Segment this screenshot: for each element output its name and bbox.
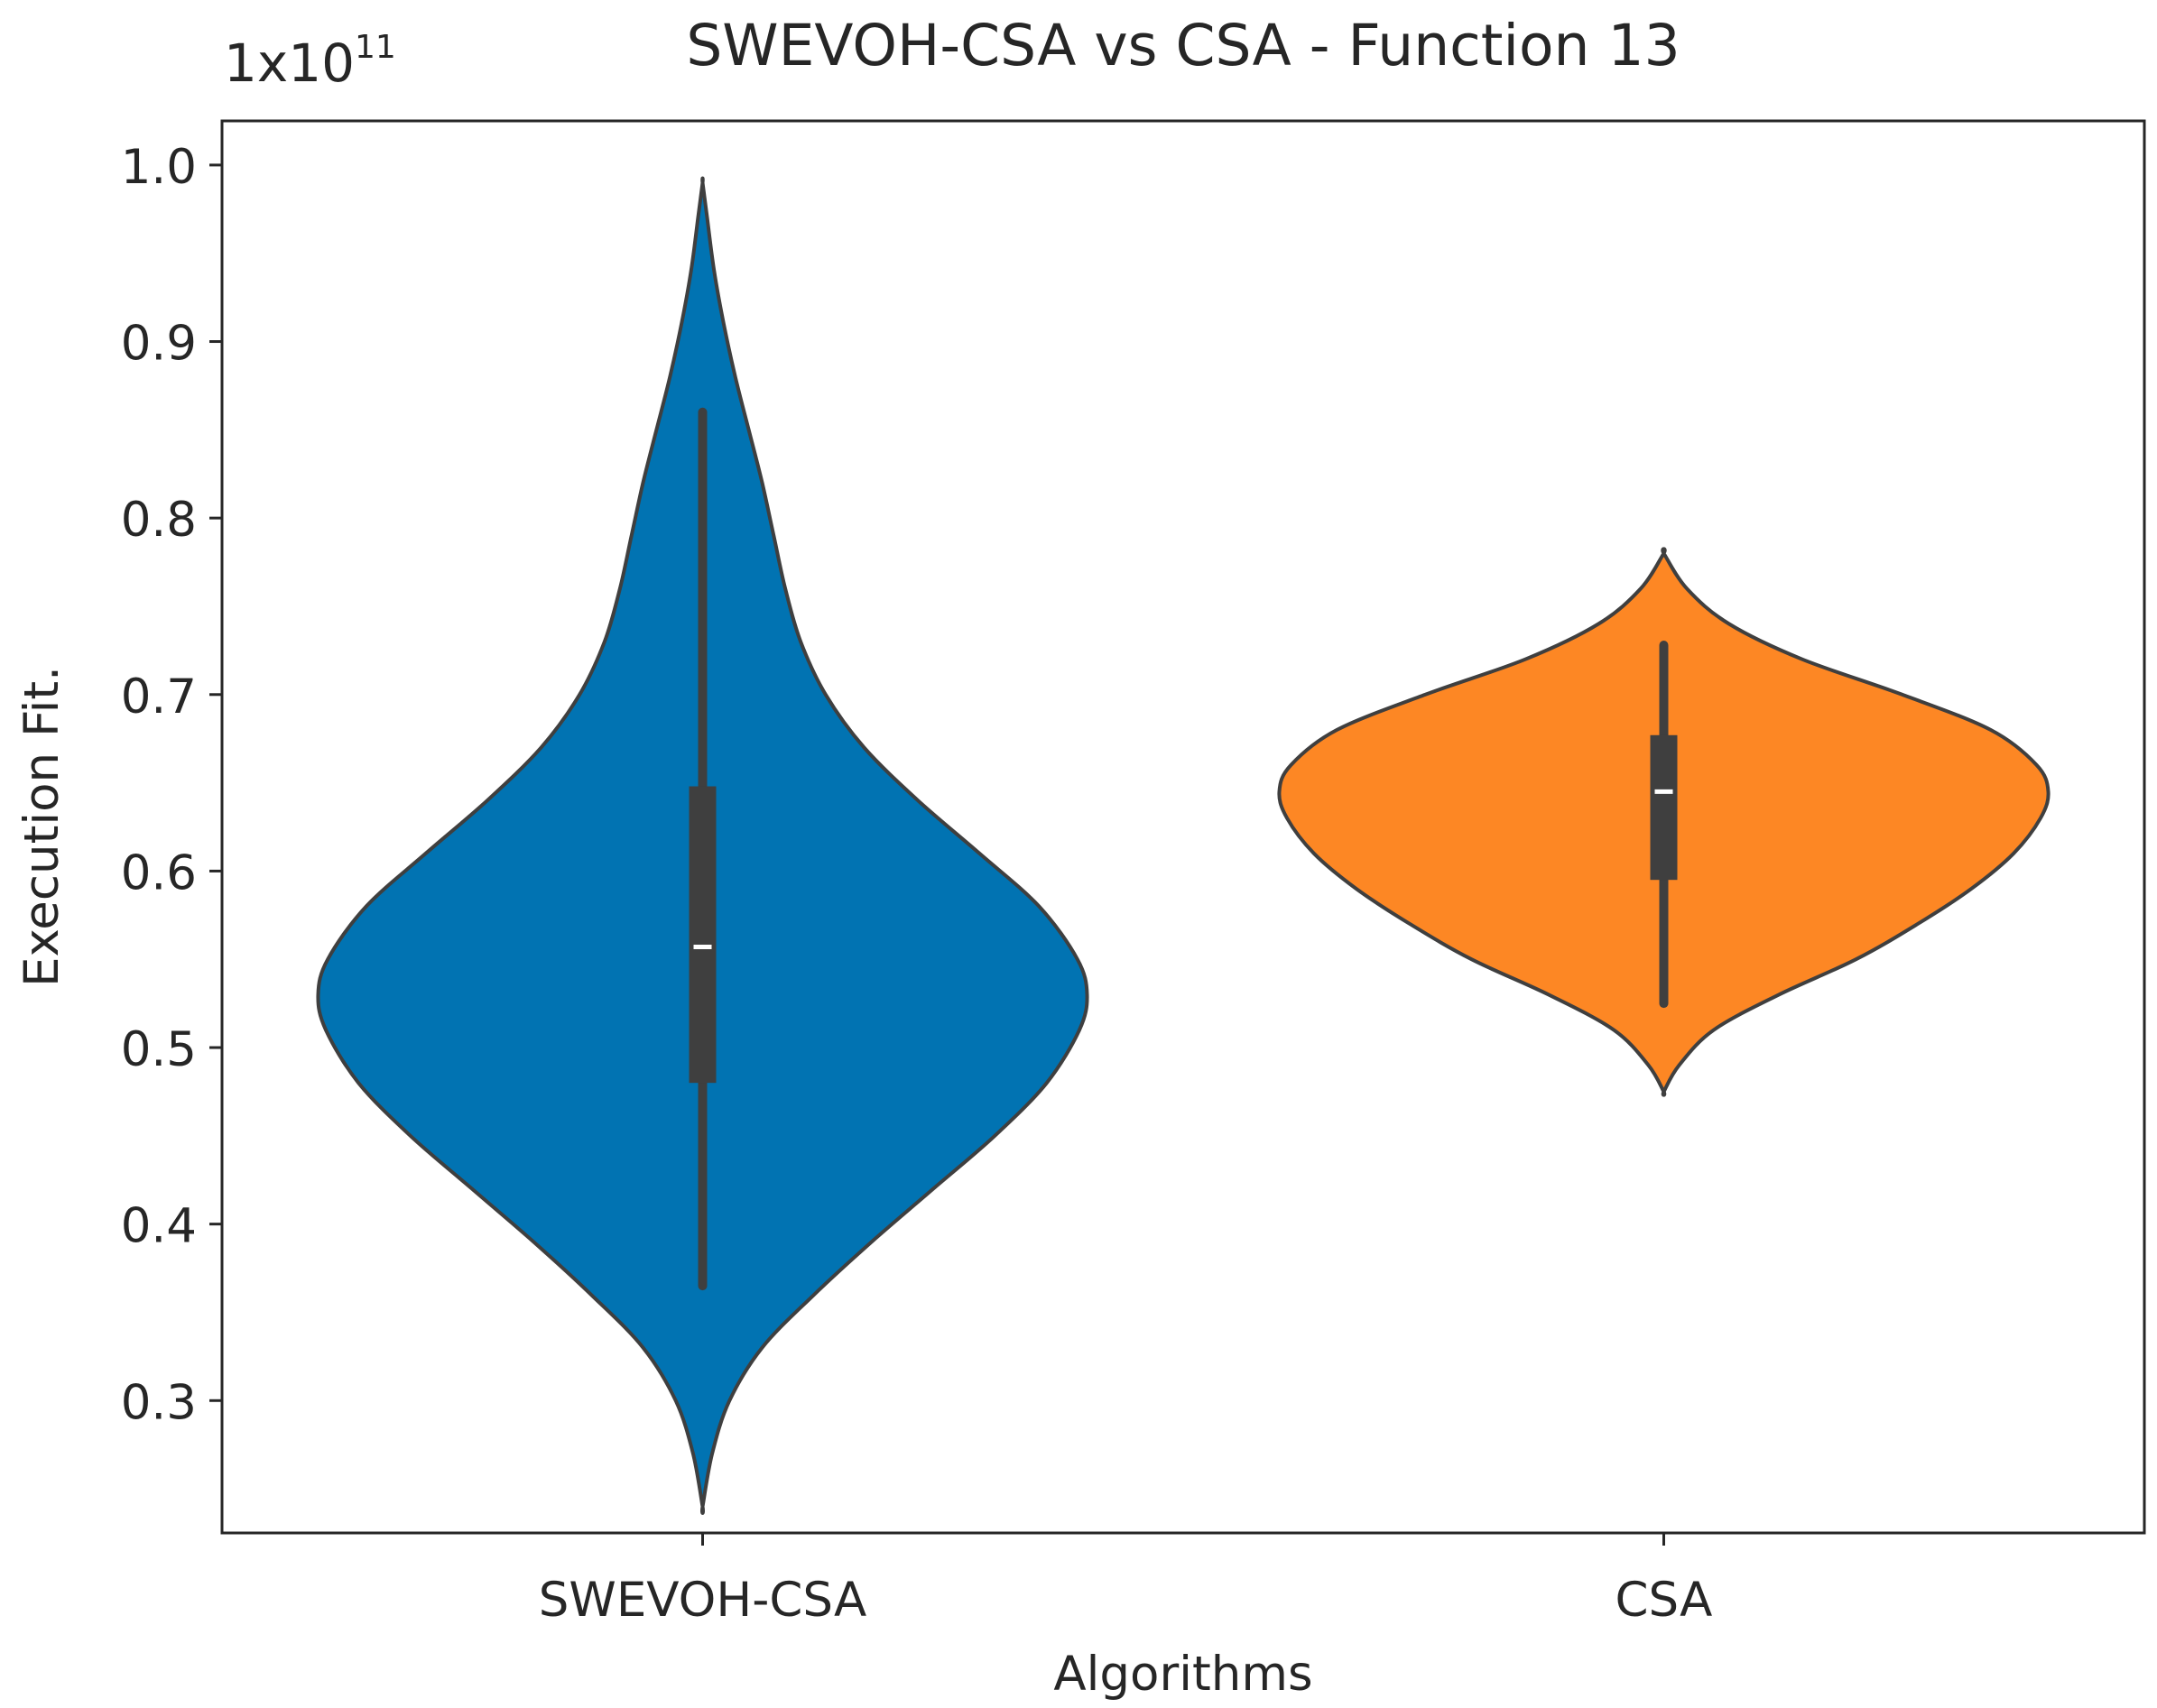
y-axis-ticks: 0.3 0.4 0.5 0.6 0.7 0.8 0.9 1.0 (121, 140, 222, 1430)
plot-frame (220, 119, 2146, 1535)
y-scale-label-exponent: 11 (355, 29, 396, 66)
y-tick-label: 0.5 (121, 1022, 197, 1077)
y-tick-label: 0.8 (121, 493, 197, 548)
chart-title: SWEVOH-CSA vs CSA - Function 13 (686, 13, 1680, 78)
y-tick-label: 0.7 (121, 669, 197, 725)
x-axis-label: Algorithms (1053, 1647, 1312, 1702)
y-scale-label: 1x1011 (224, 29, 396, 94)
y-tick-label: 1.0 (121, 140, 197, 195)
x-axis-ticks: SWEVOH-CSA CSA (539, 1533, 1713, 1628)
y-tick-label: 0.3 (121, 1375, 197, 1430)
x-tick-label: CSA (1615, 1573, 1713, 1628)
violins-group (316, 176, 2051, 1515)
y-scale-label-base: 1x10 (224, 32, 355, 94)
violin-iqr-box-csa (1650, 734, 1678, 881)
x-tick-label: SWEVOH-CSA (539, 1573, 866, 1628)
y-axis-label: Execution Fit. (14, 666, 69, 987)
violin-iqr-box-swevoh-csa (689, 786, 717, 1084)
y-tick-label: 0.9 (121, 317, 197, 372)
y-tick-label: 0.4 (121, 1199, 197, 1254)
y-tick-label: 0.6 (121, 845, 197, 900)
